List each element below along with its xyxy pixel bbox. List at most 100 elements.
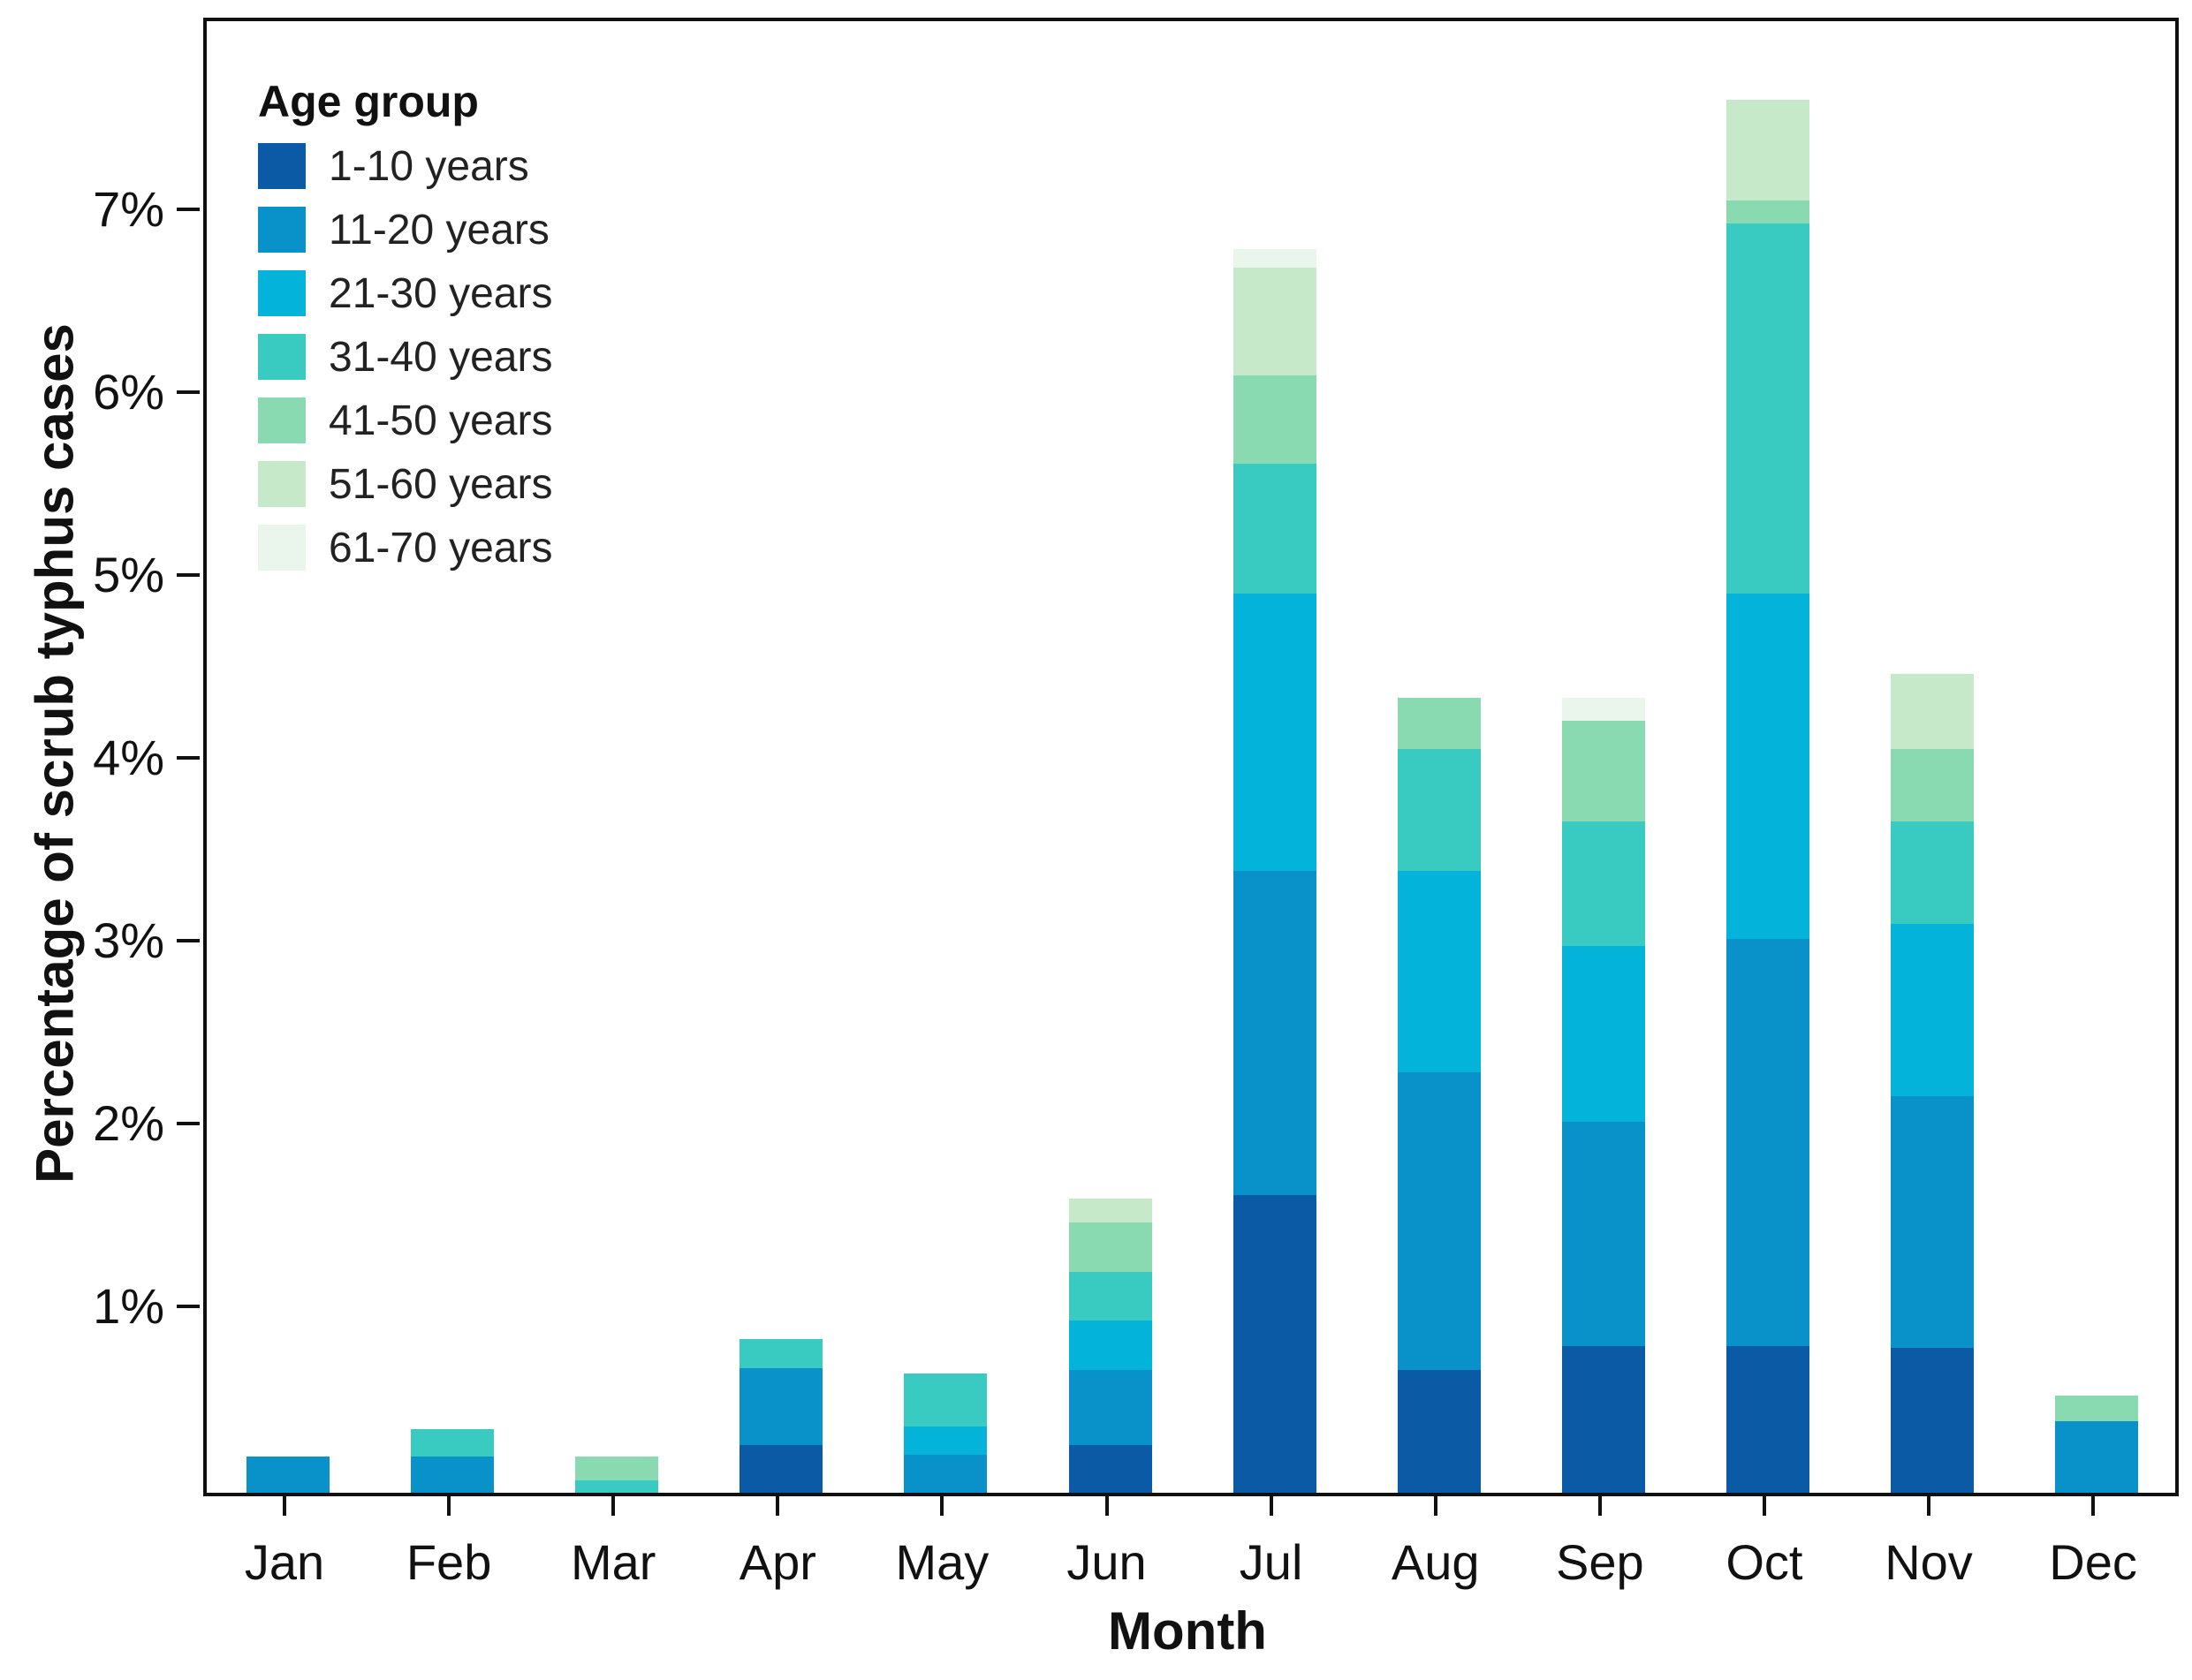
- legend-label: 1-10 years: [329, 142, 529, 190]
- legend-item: 21-30 years: [258, 269, 553, 317]
- legend-label: 31-40 years: [329, 333, 553, 381]
- bar-segment: [1891, 748, 1974, 822]
- x-tick-label: Mar: [570, 1534, 656, 1590]
- bar-segment: [1726, 200, 1809, 224]
- bar-segment: [1233, 871, 1316, 1195]
- x-tick: [283, 1493, 286, 1516]
- x-tick: [2091, 1493, 2096, 1516]
- bar-segment: [1397, 697, 1481, 749]
- x-tick-label: Apr: [739, 1534, 816, 1590]
- bar-segment: [1726, 1346, 1809, 1493]
- legend-swatch: [258, 207, 306, 253]
- plot-frame: [203, 18, 2179, 1496]
- x-tick: [1762, 1493, 1766, 1516]
- legend-entries: 1-10 years 11-20 years 21-30 years 31-40 ye…: [258, 143, 552, 571]
- bar-segment: [1891, 673, 1974, 749]
- bar-segment: [1726, 223, 1809, 594]
- bar-segment: [904, 1454, 988, 1493]
- bar-segment: [1397, 1370, 1481, 1493]
- bar-segment: [1891, 1348, 1974, 1493]
- legend-swatch: [258, 461, 306, 507]
- bar-segment: [1068, 1445, 1152, 1493]
- bar-segment: [575, 1479, 659, 1493]
- legend-label: 61-70 years: [329, 524, 553, 571]
- y-tick-label: 1%: [93, 1278, 164, 1334]
- x-tick-label: Aug: [1391, 1534, 1480, 1590]
- x-tick: [447, 1493, 451, 1516]
- legend-label: 51-60 years: [329, 460, 553, 508]
- y-tick: [177, 939, 200, 942]
- bar-segment: [1233, 375, 1316, 464]
- x-tick: [1597, 1493, 1602, 1516]
- bar-segment: [1726, 593, 1809, 939]
- bar-segment: [1233, 463, 1316, 594]
- x-tick: [1269, 1493, 1273, 1516]
- y-tick: [177, 1122, 200, 1125]
- legend-title: Age group: [258, 77, 479, 126]
- legend-swatch: [258, 334, 306, 380]
- x-tick-label: Jan: [244, 1534, 325, 1590]
- x-tick-label: Dec: [2049, 1534, 2137, 1590]
- bar-segment: [740, 1368, 823, 1446]
- x-tick: [940, 1493, 944, 1516]
- bar-segment: [1891, 1095, 1974, 1349]
- y-tick-label: 4%: [93, 730, 164, 785]
- bar-segment: [1233, 1194, 1316, 1493]
- legend-label: 21-30 years: [329, 269, 553, 317]
- legend-item: 31-40 years: [258, 333, 553, 381]
- bar-segment: [740, 1445, 823, 1493]
- bar-segment: [411, 1456, 495, 1493]
- x-tick-label: Sep: [1555, 1534, 1644, 1590]
- x-tick: [1927, 1493, 1930, 1516]
- x-tick: [1104, 1493, 1109, 1516]
- bar-segment: [904, 1374, 988, 1427]
- x-tick-label: May: [895, 1534, 990, 1590]
- x-tick-label: Feb: [406, 1534, 492, 1590]
- legend-item: 51-60 years: [258, 460, 553, 508]
- legend-swatch: [258, 143, 306, 189]
- bar-segment: [1561, 1121, 1645, 1347]
- bar-segment: [1068, 1321, 1152, 1371]
- bar-segment: [1561, 1346, 1645, 1493]
- bar-segment: [1068, 1370, 1152, 1446]
- bar-segment: [247, 1456, 330, 1493]
- y-tick: [177, 390, 200, 394]
- x-tick-label: Jul: [1239, 1534, 1303, 1590]
- y-tick: [177, 208, 200, 211]
- legend-label: 11-20 years: [329, 206, 550, 254]
- legend-swatch: [258, 397, 306, 443]
- bar-segment: [411, 1428, 495, 1457]
- bar-segment: [1397, 1071, 1481, 1371]
- bar-segment: [1726, 938, 1809, 1347]
- y-tick: [177, 573, 200, 577]
- bar-segment: [575, 1456, 659, 1480]
- legend-swatch: [258, 525, 306, 571]
- x-tick-label: Jun: [1066, 1534, 1147, 1590]
- bar-segment: [1233, 593, 1316, 872]
- bar-segment: [740, 1339, 823, 1369]
- legend-label: 41-50 years: [329, 397, 553, 444]
- x-tick: [776, 1493, 780, 1516]
- bar-segment: [1726, 99, 1809, 201]
- bar-segment: [1561, 721, 1645, 822]
- y-tick: [177, 1305, 200, 1308]
- y-tick-label: 6%: [93, 364, 164, 420]
- bar-segment: [1233, 249, 1316, 269]
- y-tick-label: 2%: [93, 1095, 164, 1151]
- x-axis-title: Month: [1108, 1601, 1267, 1661]
- bar-segment: [1397, 748, 1481, 872]
- legend-item: 61-70 years: [258, 525, 552, 571]
- bar-segment: [2055, 1396, 2139, 1422]
- y-tick: [177, 756, 200, 760]
- x-tick-label: Nov: [1885, 1534, 1973, 1590]
- bar-segment: [1561, 697, 1645, 722]
- legend-swatch: [258, 270, 306, 316]
- bar-segment: [904, 1426, 988, 1455]
- bars-container: [207, 21, 2175, 1493]
- y-tick-label: 5%: [93, 547, 164, 602]
- x-tick: [611, 1493, 616, 1516]
- x-tick-label: Oct: [1726, 1534, 1803, 1590]
- legend: Age group 1-10 years 11-20 years 21-30 yea…: [258, 76, 552, 588]
- bar-segment: [1068, 1271, 1152, 1321]
